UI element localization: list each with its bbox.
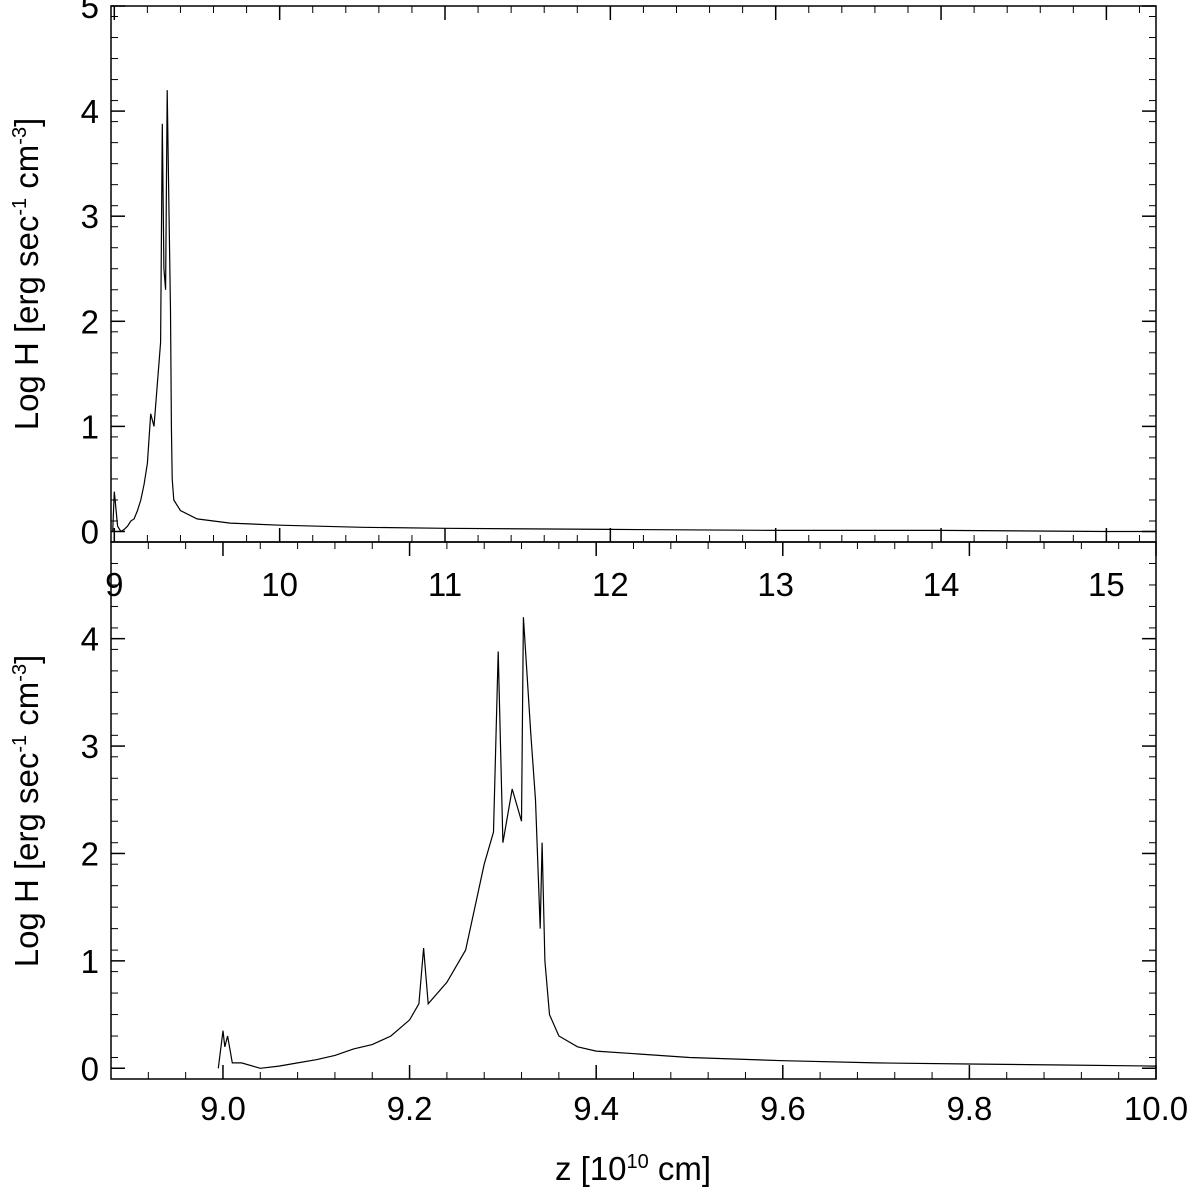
x-tick-label: 9.2 — [387, 1090, 433, 1127]
x-tick-label: 9.4 — [573, 1090, 619, 1127]
y-tick-label: 2 — [81, 835, 99, 872]
bottom-tick-group — [111, 541, 1157, 1080]
bottom-x-axis-label: z [1010 cm] — [555, 1150, 711, 1187]
x-tick-label: 11 — [428, 566, 462, 603]
bottom-series-line — [217, 617, 1157, 1069]
top-y-axis-label: Log H [erg sec-1 cm-3] — [8, 118, 45, 431]
y-tick-label: 4 — [81, 621, 99, 658]
x-tick-label: 9.8 — [946, 1090, 992, 1127]
x-tick-label: 9.6 — [760, 1090, 806, 1127]
y-tick-label: 3 — [81, 198, 99, 235]
y-tick-label: 3 — [81, 728, 99, 765]
x-tick-label: 15 — [1088, 566, 1125, 603]
y-tick-label: 0 — [81, 1050, 99, 1087]
top-tick-group — [111, 5, 1156, 543]
x-tick-label: 9.0 — [200, 1090, 246, 1127]
y-tick-label: 4 — [81, 93, 99, 130]
y-tick-label: 0 — [81, 513, 99, 550]
y-tick-label: 5 — [81, 0, 99, 25]
y-tick-label: 1 — [81, 943, 99, 980]
x-tick-label: 10 — [261, 566, 298, 603]
y-tick-label: 2 — [81, 303, 99, 340]
x-tick-label: 12 — [592, 566, 629, 603]
bottom-tick-labels: 9.0 9.2 9.4 9.6 9.8 10.0 0 1 2 3 4 — [81, 621, 1188, 1127]
x-tick-label: 13 — [757, 566, 794, 603]
y-tick-label: 1 — [81, 408, 99, 445]
x-tick-label: 10.0 — [1124, 1090, 1188, 1127]
top-series-line — [112, 90, 1156, 533]
bottom-y-axis-label: Log H [erg sec-1 cm-3] — [8, 655, 45, 968]
x-tick-label: 14 — [923, 566, 960, 603]
bottom-plot-frame — [110, 541, 1157, 1080]
top-plot-frame — [110, 5, 1157, 543]
